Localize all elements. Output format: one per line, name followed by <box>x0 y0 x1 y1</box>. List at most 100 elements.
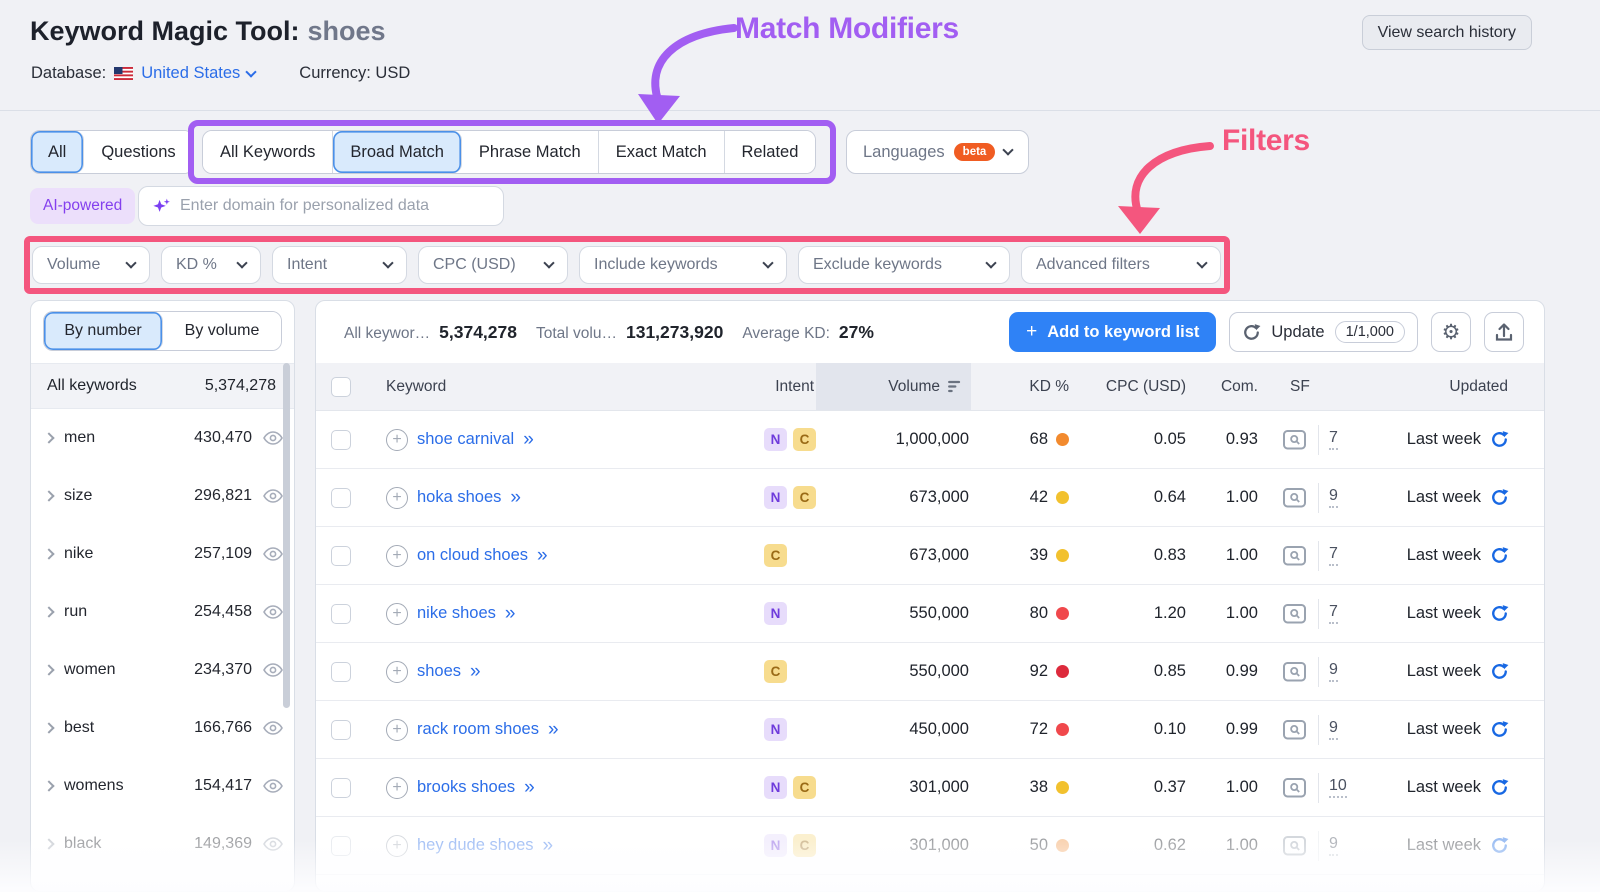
filter-include-keywords[interactable]: Include keywords <box>579 246 787 284</box>
row-checkbox[interactable] <box>331 429 351 450</box>
row-checkbox[interactable] <box>331 603 351 624</box>
chevron-right-icon[interactable] <box>43 432 55 444</box>
eye-icon[interactable] <box>263 837 283 851</box>
refresh-icon[interactable] <box>1490 662 1509 681</box>
col-updated[interactable]: Updated <box>1449 377 1508 395</box>
refresh-icon[interactable] <box>1490 778 1509 797</box>
sf-count[interactable]: 7 <box>1329 429 1338 450</box>
select-all-checkbox[interactable] <box>331 376 351 397</box>
expand-keyword-icon[interactable]: » <box>510 486 521 508</box>
keyword-group-row[interactable]: size 296,821 <box>31 467 294 525</box>
eye-icon[interactable] <box>263 721 283 735</box>
col-keyword[interactable]: Keyword <box>386 377 447 395</box>
domain-input[interactable] <box>180 197 491 215</box>
view-search-history-button[interactable]: View search history <box>1361 15 1532 50</box>
serp-features-icon[interactable] <box>1282 834 1308 858</box>
row-checkbox[interactable] <box>331 545 351 566</box>
keyword-group-row[interactable]: best 166,766 <box>31 699 294 757</box>
add-keyword-icon[interactable]: + <box>386 428 408 451</box>
row-checkbox[interactable] <box>331 661 351 682</box>
sidebar-scrollbar[interactable] <box>283 363 290 708</box>
add-keyword-icon[interactable]: + <box>386 602 408 625</box>
filter-intent[interactable]: Intent <box>272 246 407 284</box>
add-keyword-icon[interactable]: + <box>386 776 408 799</box>
all-keywords-row[interactable]: All keywords 5,374,278 <box>31 363 294 409</box>
sf-count[interactable]: 9 <box>1329 487 1338 508</box>
expand-keyword-icon[interactable]: » <box>504 602 516 624</box>
add-keyword-icon[interactable]: + <box>386 834 408 857</box>
keyword-link[interactable]: brooks shoes <box>417 778 516 796</box>
filter-advanced-filters[interactable]: Advanced filters <box>1021 246 1221 284</box>
eye-icon[interactable] <box>263 489 283 503</box>
refresh-icon[interactable] <box>1490 604 1509 623</box>
match-tab-exact-match[interactable]: Exact Match <box>598 131 725 173</box>
chevron-right-icon[interactable] <box>43 664 55 676</box>
by-number-tab[interactable]: By number <box>44 312 163 350</box>
expand-keyword-icon[interactable]: » <box>547 718 559 740</box>
keyword-group-row[interactable]: women 234,370 <box>31 641 294 699</box>
refresh-icon[interactable] <box>1490 720 1509 739</box>
eye-icon[interactable] <box>263 605 283 619</box>
refresh-icon[interactable] <box>1490 546 1509 565</box>
scope-tab-questions[interactable]: Questions <box>84 131 193 173</box>
expand-keyword-icon[interactable]: » <box>523 428 534 450</box>
sf-count[interactable]: 9 <box>1329 835 1338 856</box>
chevron-right-icon[interactable] <box>43 838 55 850</box>
col-kd[interactable]: KD % <box>1029 377 1069 395</box>
chevron-right-icon[interactable] <box>43 606 55 618</box>
add-keyword-icon[interactable]: + <box>386 544 408 567</box>
chevron-right-icon[interactable] <box>43 490 55 502</box>
serp-features-icon[interactable] <box>1282 486 1308 510</box>
filter-cpc-usd[interactable]: CPC (USD) <box>418 246 568 284</box>
sf-count[interactable]: 7 <box>1329 545 1338 566</box>
update-button[interactable]: Update 1/1,000 <box>1229 312 1418 352</box>
sf-count[interactable]: 10 <box>1329 777 1347 798</box>
add-to-keyword-list-button[interactable]: + Add to keyword list <box>1009 312 1217 352</box>
col-cpc[interactable]: CPC (USD) <box>1105 377 1186 395</box>
expand-keyword-icon[interactable]: » <box>524 776 535 798</box>
keyword-link[interactable]: shoe carnival <box>417 430 515 448</box>
col-com[interactable]: Com. <box>1220 377 1258 395</box>
serp-features-icon[interactable] <box>1282 602 1308 626</box>
refresh-icon[interactable] <box>1490 430 1509 449</box>
keyword-link[interactable]: shoes <box>417 662 462 680</box>
serp-features-icon[interactable] <box>1282 544 1308 568</box>
chevron-right-icon[interactable] <box>43 780 55 792</box>
keyword-link[interactable]: nike shoes <box>417 604 496 622</box>
settings-button[interactable]: ⚙ <box>1431 312 1471 352</box>
row-checkbox[interactable] <box>331 487 351 508</box>
expand-keyword-icon[interactable]: » <box>470 660 481 682</box>
filter-volume[interactable]: Volume <box>32 246 150 284</box>
languages-dropdown[interactable]: Languages beta <box>846 130 1030 174</box>
keyword-group-row[interactable]: run 254,458 <box>31 583 294 641</box>
keyword-link[interactable]: hey dude shoes <box>417 836 534 854</box>
eye-icon[interactable] <box>263 779 283 793</box>
chevron-right-icon[interactable] <box>43 722 55 734</box>
filter-kd[interactable]: KD % <box>161 246 261 284</box>
col-sf[interactable]: SF <box>1290 377 1310 395</box>
serp-features-icon[interactable] <box>1282 718 1308 742</box>
col-intent[interactable]: Intent <box>775 377 814 395</box>
keyword-group-row[interactable]: nike 257,109 <box>31 525 294 583</box>
keyword-group-row[interactable]: womens 154,417 <box>31 757 294 815</box>
serp-features-icon[interactable] <box>1282 660 1308 684</box>
by-volume-tab[interactable]: By volume <box>163 312 281 350</box>
serp-features-icon[interactable] <box>1282 776 1308 800</box>
sf-count[interactable]: 9 <box>1329 719 1338 740</box>
match-tab-broad-match[interactable]: Broad Match <box>333 131 462 173</box>
keyword-group-row[interactable]: black 149,369 <box>31 815 294 873</box>
sf-count[interactable]: 7 <box>1329 603 1338 624</box>
expand-keyword-icon[interactable]: » <box>537 544 548 566</box>
scope-tab-all[interactable]: All <box>31 131 85 173</box>
eye-icon[interactable] <box>263 663 283 677</box>
filter-exclude-keywords[interactable]: Exclude keywords <box>798 246 1010 284</box>
domain-input-wrap[interactable] <box>138 186 504 226</box>
keyword-link[interactable]: rack room shoes <box>417 720 539 738</box>
row-checkbox[interactable] <box>331 835 351 856</box>
keyword-link[interactable]: on cloud shoes <box>417 546 528 564</box>
add-keyword-icon[interactable]: + <box>386 718 408 741</box>
col-volume[interactable]: Volume <box>816 363 971 410</box>
database-select[interactable]: United States <box>141 64 257 83</box>
expand-keyword-icon[interactable]: » <box>542 834 554 856</box>
eye-icon[interactable] <box>263 547 283 561</box>
